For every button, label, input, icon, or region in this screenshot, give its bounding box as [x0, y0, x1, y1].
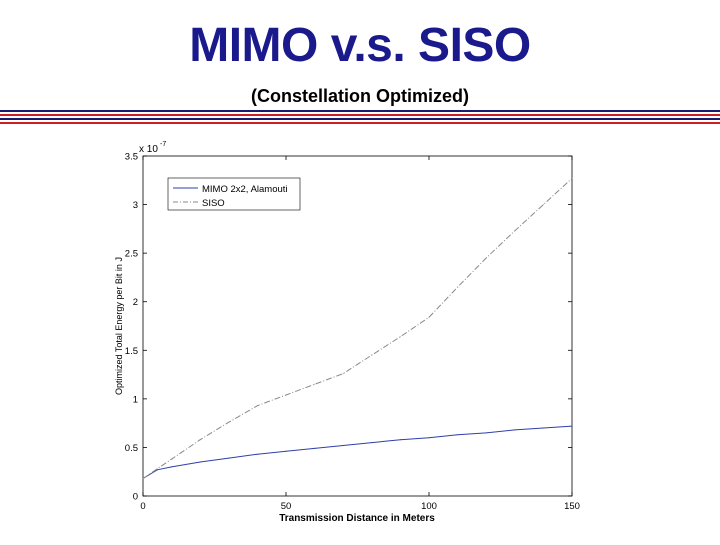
- data-point-siso: [171, 458, 173, 460]
- divider-rule-blue-top: [0, 110, 720, 112]
- data-point-siso: [571, 177, 573, 179]
- divider-rule-red-top: [0, 114, 720, 116]
- legend-label-mimo: MIMO 2x2, Alamouti: [202, 184, 288, 195]
- data-point-mimo: [228, 457, 230, 459]
- data-point-mimo: [542, 427, 545, 429]
- data-point-siso: [514, 230, 516, 232]
- y-exponent-base: x 10: [139, 144, 158, 155]
- series-line-siso: [142, 177, 573, 479]
- data-point-mimo: [256, 453, 258, 455]
- data-point-siso: [256, 405, 258, 407]
- y-tick-label: 0.5: [125, 443, 138, 454]
- data-point-mimo: [428, 437, 430, 439]
- data-point-siso: [228, 421, 230, 423]
- y-exponent-power: -7: [160, 141, 166, 148]
- x-axis-label: Transmission Distance in Meters: [279, 513, 435, 524]
- legend-label-siso: SISO: [202, 198, 225, 209]
- slide-subtitle: (Constellation Optimized): [251, 86, 469, 106]
- data-point-mimo: [342, 444, 344, 447]
- divider-rules: [0, 108, 720, 128]
- data-point-mimo: [485, 432, 487, 434]
- x-tick-label: 150: [564, 501, 580, 512]
- data-point-siso: [542, 203, 545, 206]
- divider-rule-blue-bottom: [0, 118, 720, 120]
- data-point-siso: [142, 477, 144, 480]
- x-tick-label: 50: [281, 501, 292, 512]
- data-point-mimo: [399, 439, 401, 441]
- x-tick-label: 100: [421, 501, 437, 512]
- data-point-mimo: [199, 461, 201, 463]
- legend: MIMO 2x2, Alamouti SISO: [167, 177, 301, 211]
- y-tick-label: 2: [133, 297, 138, 308]
- data-point-siso: [399, 336, 401, 338]
- data-point-siso: [457, 286, 459, 288]
- chart-svg: 0 50 100 150 0 0.5 1 1.5 2 2.5 3 3.5 x 10 -7 Transm…: [114, 141, 580, 524]
- data-point-mimo: [514, 429, 516, 431]
- y-tick-label: 0: [133, 492, 138, 503]
- data-point-mimo: [314, 447, 316, 449]
- chart-container: 0 50 100 150 0 0.5 1 1.5 2 2.5 3 3.5 x 10 -7 Transm…: [0, 130, 720, 540]
- y-axis-label: Optimized Total Energy per Bit in J: [114, 257, 124, 395]
- data-point-siso: [485, 257, 487, 259]
- data-point-mimo: [371, 441, 373, 444]
- slide-title: MIMO v.s. SISO: [189, 19, 531, 72]
- data-point-siso: [156, 468, 158, 470]
- y-tick-label: 3.5: [125, 152, 138, 163]
- data-point-mimo: [457, 434, 459, 436]
- y-tick-label: 3: [133, 200, 138, 211]
- data-point-siso: [285, 394, 287, 396]
- divider-rule-red-bottom: [0, 122, 720, 124]
- data-point-mimo: [285, 450, 287, 452]
- legend-box: [167, 177, 301, 211]
- data-point-siso: [342, 373, 344, 375]
- y-tick-label: 2.5: [125, 249, 138, 260]
- y-tick-label: 1.5: [125, 346, 138, 357]
- data-point-mimo: [171, 466, 173, 468]
- data-point-siso: [371, 354, 373, 356]
- plot-area: [142, 155, 573, 497]
- data-point-mimo: [571, 425, 573, 427]
- y-tick-label: 1: [133, 394, 138, 405]
- data-point-siso: [314, 383, 316, 385]
- data-point-siso: [199, 439, 201, 441]
- data-point-siso: [428, 316, 430, 318]
- x-tick-label: 0: [140, 501, 145, 512]
